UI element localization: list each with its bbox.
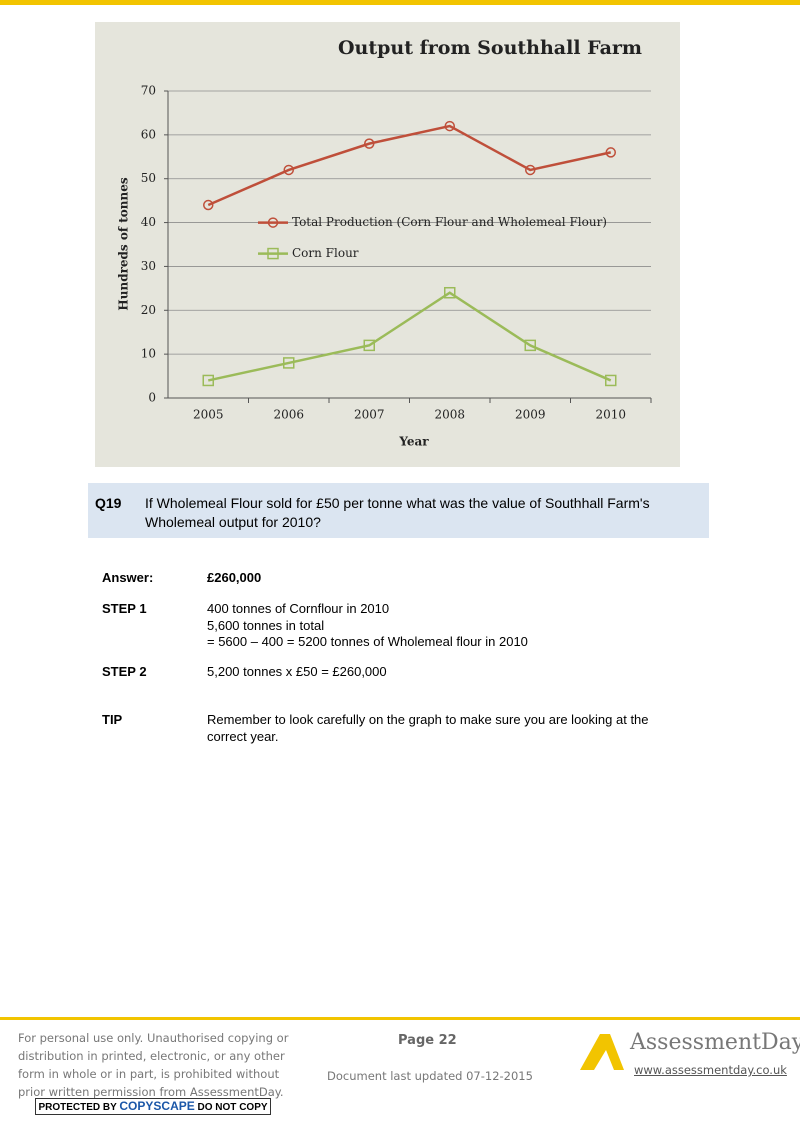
badge-text: PROTECTED BY <box>38 1102 117 1113</box>
logo-shape <box>580 1034 624 1070</box>
page-number: Page 22 <box>398 1033 457 1048</box>
y-tick-label: 50 <box>141 171 156 185</box>
series-line <box>207 291 612 382</box>
footer-notice: form in whole or in part, is prohibited … <box>18 1067 280 1081</box>
step-line: = 5600 – 400 = 5200 tonnes of Wholemeal … <box>207 634 528 649</box>
step-line: 400 tonnes of Cornflour in 2010 <box>207 601 390 616</box>
x-tick-label: 2010 <box>595 408 626 422</box>
y-axis-label: Hundreds of tonnes <box>117 177 131 310</box>
logo-icon <box>580 1034 624 1070</box>
x-tick-label: 2007 <box>354 408 385 422</box>
badge-text: DO NOT COPY <box>197 1102 268 1113</box>
point-marker <box>605 147 616 158</box>
footer-notice: prior written permission from Assessment… <box>18 1085 284 1099</box>
tip-line: Remember to look carefully on the graph … <box>207 712 649 727</box>
legend-marker <box>267 217 279 228</box>
point-marker <box>524 339 536 352</box>
legend-label: Corn Flour <box>292 246 359 260</box>
point-marker <box>605 374 617 387</box>
y-tick-label: 10 <box>141 347 156 361</box>
chart-title: Output from Southhall Farm <box>338 37 642 59</box>
y-tick-label: 20 <box>141 303 156 317</box>
chart-background <box>95 22 680 467</box>
question-line: Wholemeal output for 2010? <box>145 514 321 530</box>
tip-line: correct year. <box>207 729 279 744</box>
step-line: 5,200 tonnes x £50 = £260,000 <box>207 664 387 679</box>
footer-notice: For personal use only. Unauthorised copy… <box>18 1031 289 1045</box>
y-tick-label: 30 <box>141 259 156 273</box>
updated-date: Document last updated 07-12-2015 <box>327 1069 533 1083</box>
x-tick-label: 2008 <box>434 408 465 422</box>
point-marker <box>444 286 456 299</box>
x-axis-label: Year <box>398 435 429 449</box>
tip-label: TIP <box>102 712 123 727</box>
point-marker <box>283 357 295 369</box>
step-line: 5,600 tonnes in total <box>207 618 325 633</box>
question-box <box>88 483 709 538</box>
point-marker <box>203 199 214 211</box>
question-number: Q19 <box>95 495 122 511</box>
question-line: If Wholemeal Flour sold for £50 per tonn… <box>145 495 650 511</box>
legend-marker <box>267 247 279 260</box>
point-marker <box>364 138 375 149</box>
answer-label: Answer: <box>102 570 154 585</box>
legend-label: Total Production (Corn Flour and Wholeme… <box>292 215 607 229</box>
y-tick-label: 70 <box>141 84 156 98</box>
badge-brand: COPYSCAPE <box>119 1099 195 1113</box>
point-marker <box>202 374 214 387</box>
step-label: STEP 1 <box>102 601 147 616</box>
x-tick-label: 2009 <box>515 408 546 422</box>
series-line <box>207 124 612 207</box>
top-bar <box>0 0 800 5</box>
step-label: STEP 2 <box>102 664 147 679</box>
x-tick-label: 2006 <box>273 408 304 422</box>
footer-rule <box>0 1017 800 1020</box>
y-tick-label: 40 <box>141 215 156 229</box>
footer-notice: distribution in printed, electronic, or … <box>18 1049 285 1063</box>
copyscape-badge: PROTECTED BY COPYSCAPE DO NOT COPY <box>35 1098 271 1115</box>
point-marker <box>363 339 375 352</box>
point-marker <box>444 120 455 132</box>
brand-url[interactable]: www.assessmentday.co.uk <box>634 1063 787 1077</box>
brand-name: AssessmentDay <box>630 1030 800 1055</box>
chart: Output from Southhall Farm Hundreds of t… <box>95 22 680 467</box>
x-tick-label: 2005 <box>193 408 224 422</box>
y-tick-label: 0 <box>148 391 156 405</box>
point-marker <box>525 164 536 176</box>
y-tick-label: 60 <box>141 127 156 141</box>
answer-value: £260,000 <box>207 570 262 585</box>
point-marker <box>283 164 294 176</box>
